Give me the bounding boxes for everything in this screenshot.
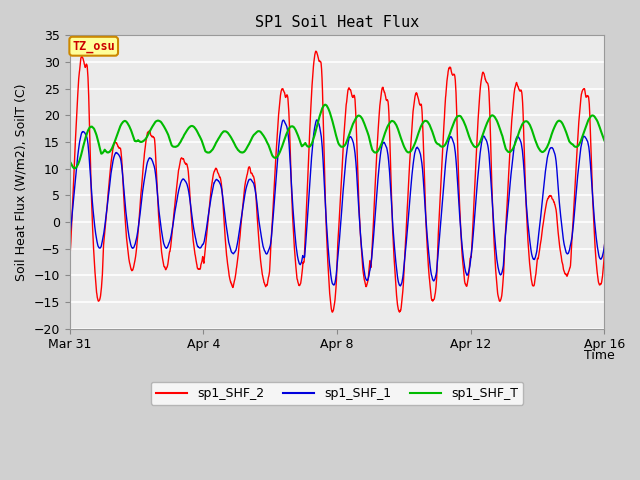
sp1_SHF_T [70,166,78,171]
sp1_SHF_2 [312,48,319,54]
sp1_SHF_2 [634,234,640,240]
sp1_SHF_1 [181,178,189,184]
sp1_SHF_T [181,131,189,136]
sp1_SHF_T [634,147,640,153]
sp1_SHF_T [514,133,522,139]
sp1_SHF_2 [66,256,74,262]
sp1_SHF_1 [634,240,640,245]
sp1_SHF_2 [181,159,189,165]
sp1_SHF_2 [328,309,336,315]
sp1_SHF_T [378,138,386,144]
sp1_SHF_T [189,123,196,129]
Line: sp1_SHF_T: sp1_SHF_T [70,105,638,168]
sp1_SHF_2 [514,84,522,89]
sp1_SHF_1 [236,222,244,228]
Title: SP1 Soil Heat Flux: SP1 Soil Heat Flux [255,15,419,30]
sp1_SHF_2 [188,227,196,232]
sp1_SHF_1 [110,153,118,159]
Y-axis label: Soil Heat Flux (W/m2), SoilT (C): Soil Heat Flux (W/m2), SoilT (C) [15,83,28,281]
Legend: sp1_SHF_2, sp1_SHF_1, sp1_SHF_T: sp1_SHF_2, sp1_SHF_1, sp1_SHF_T [151,382,524,405]
sp1_SHF_T [66,159,74,165]
sp1_SHF_1 [378,142,386,148]
sp1_SHF_T [321,102,329,108]
sp1_SHF_1 [66,230,74,236]
sp1_SHF_T [111,140,118,145]
sp1_SHF_2 [110,141,118,146]
sp1_SHF_1 [397,283,404,288]
sp1_SHF_1 [313,117,321,123]
Line: sp1_SHF_1: sp1_SHF_1 [70,120,638,286]
Text: TZ_osu: TZ_osu [72,40,115,53]
sp1_SHF_2 [378,85,386,91]
X-axis label: Time: Time [584,349,615,362]
sp1_SHF_2 [236,230,244,236]
sp1_SHF_1 [514,133,522,139]
sp1_SHF_T [237,149,244,155]
Line: sp1_SHF_2: sp1_SHF_2 [70,51,638,312]
sp1_SHF_1 [188,216,196,222]
